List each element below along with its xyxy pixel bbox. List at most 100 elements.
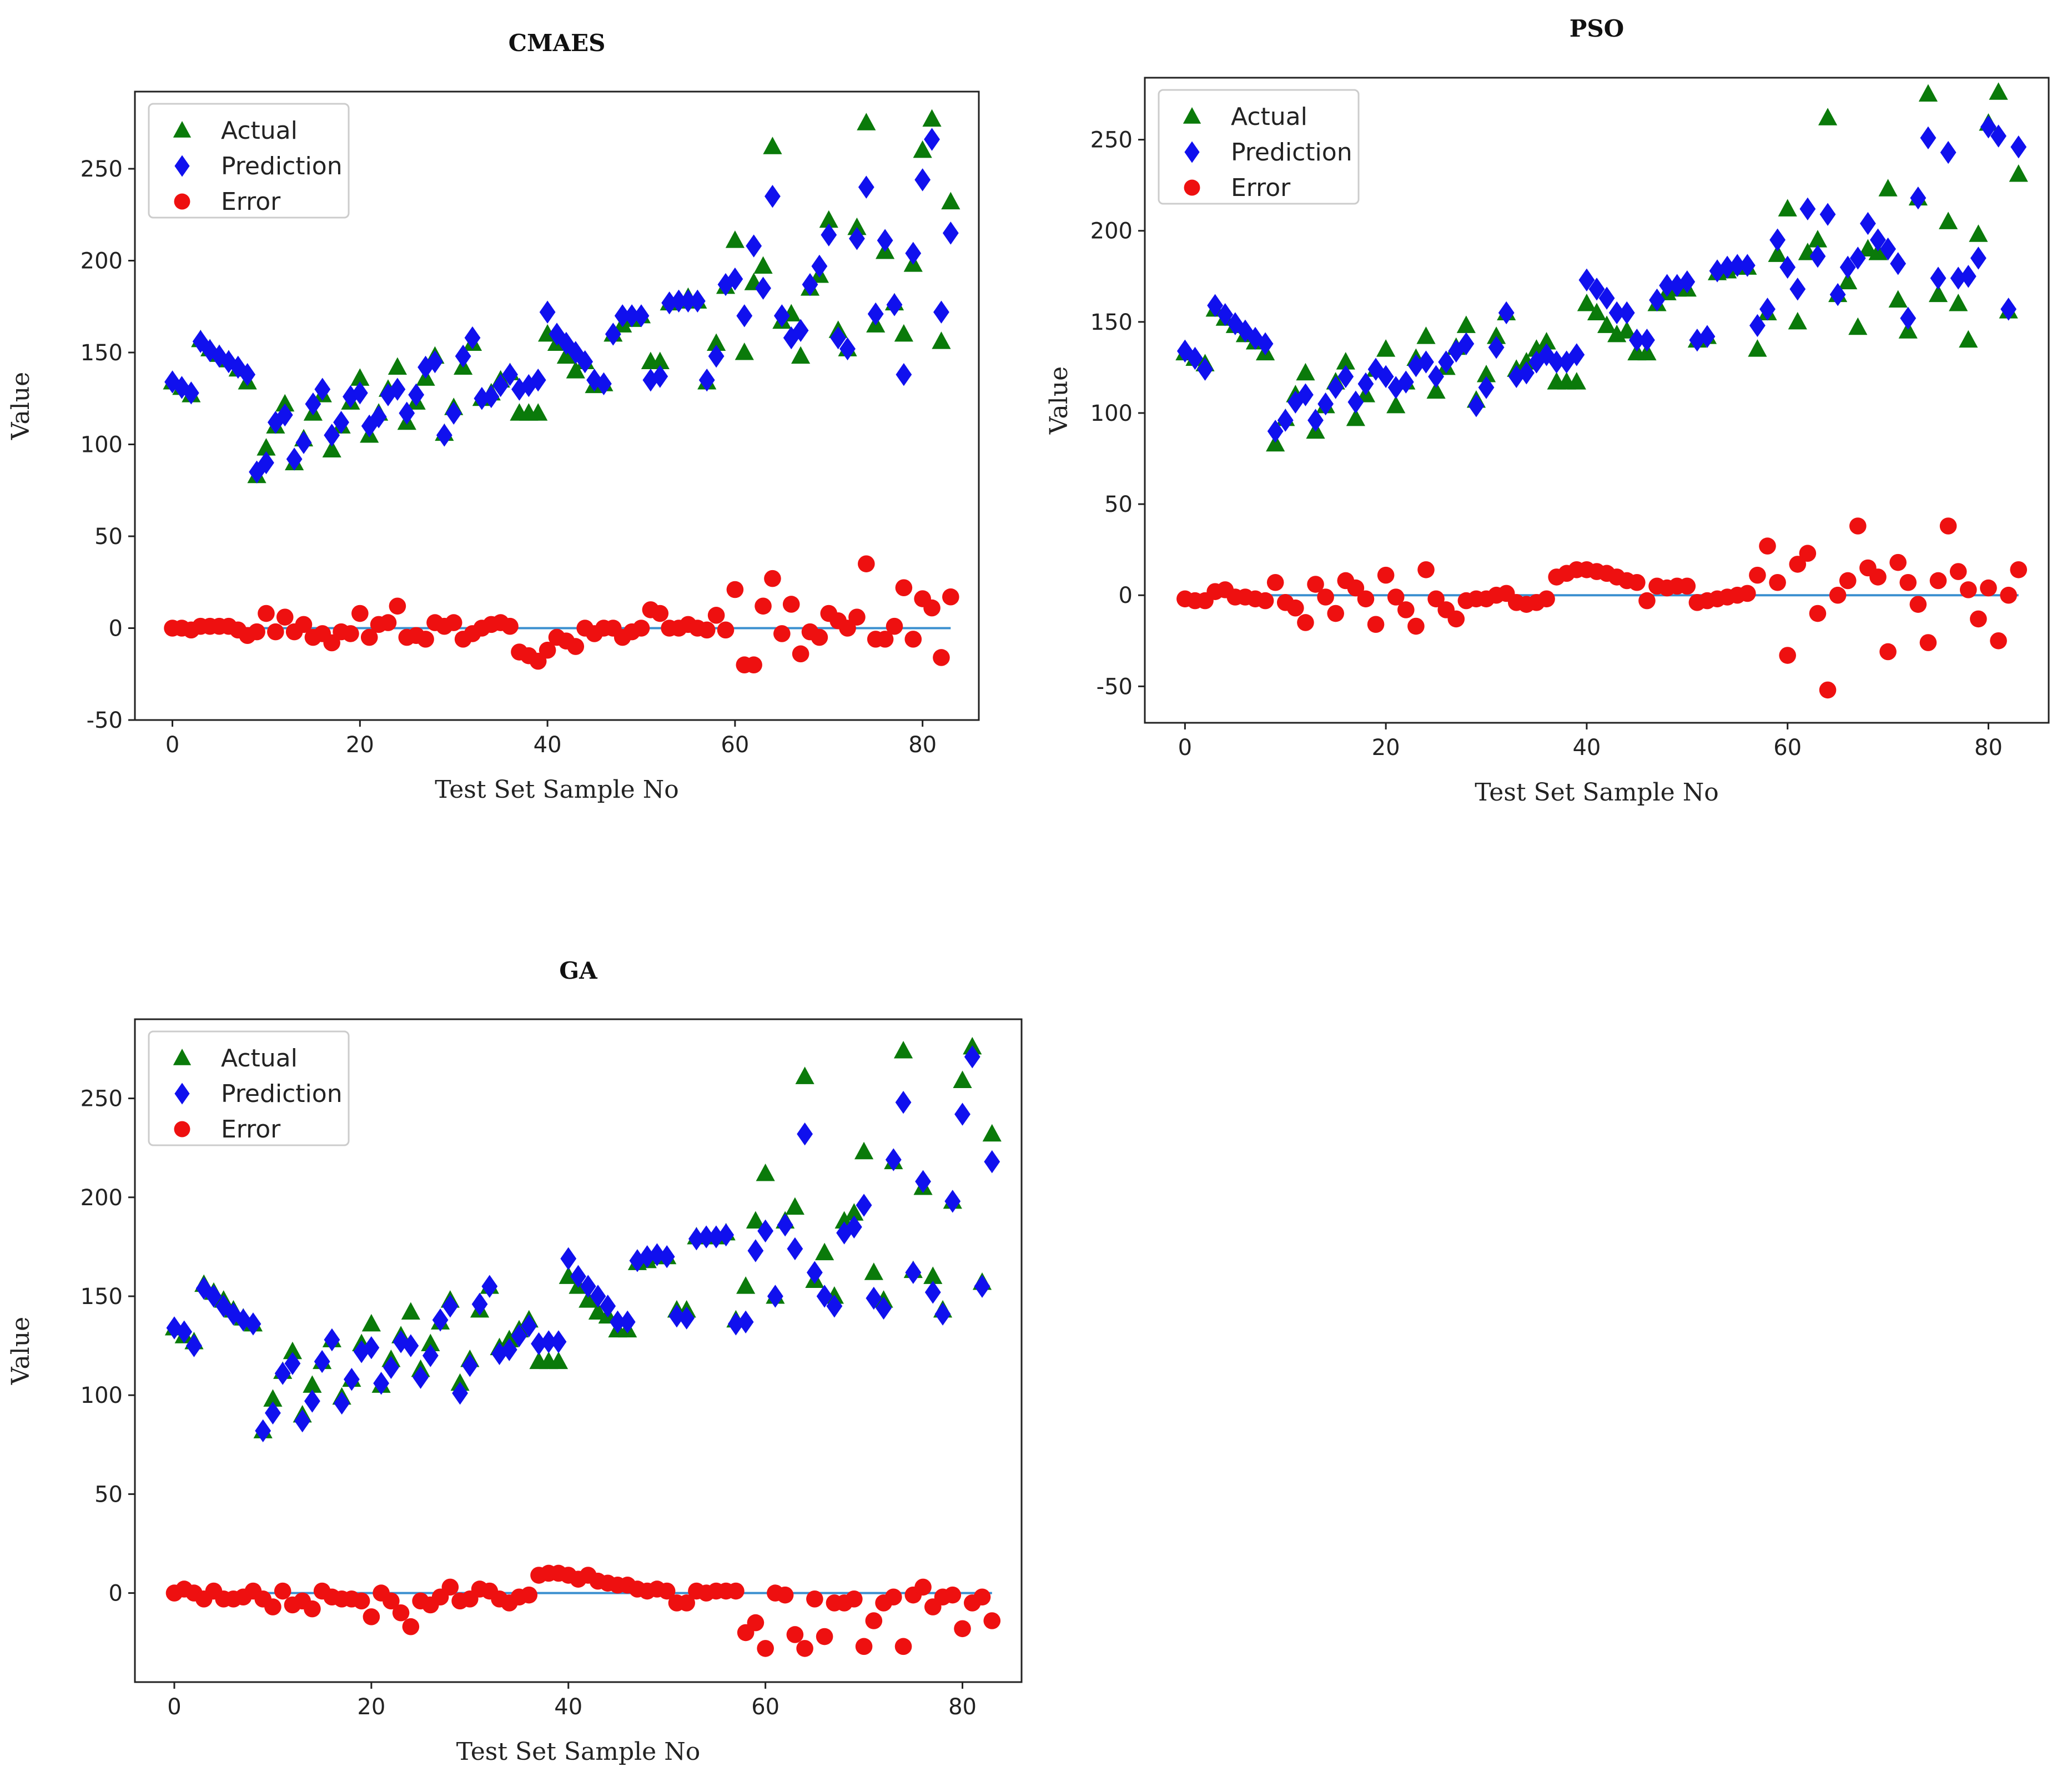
prediction-point xyxy=(1488,336,1505,359)
error-point xyxy=(717,621,735,639)
prediction-point xyxy=(1448,339,1465,363)
legend: Actual Prediction Error xyxy=(1158,89,1360,205)
actual-point xyxy=(263,1389,283,1407)
actual-point xyxy=(1617,321,1637,339)
prediction-point xyxy=(586,368,602,392)
error-point xyxy=(445,614,462,631)
prediction-point xyxy=(1357,372,1374,396)
prediction-point xyxy=(924,128,940,151)
prediction-point xyxy=(746,234,762,258)
prediction-point xyxy=(1187,346,1203,370)
actual-point xyxy=(1376,339,1396,357)
prediction-point xyxy=(942,222,959,245)
prediction-point xyxy=(610,1310,626,1334)
prediction-point xyxy=(708,1225,725,1249)
actual-point xyxy=(857,113,876,130)
prediction-point xyxy=(605,323,621,346)
actual-point xyxy=(1577,294,1597,311)
legend-error-marker xyxy=(174,1121,190,1137)
error-point xyxy=(858,555,875,572)
error-point xyxy=(1990,632,2007,650)
error-point xyxy=(942,588,959,606)
y-axis-label: Value xyxy=(7,1317,35,1385)
prediction-point xyxy=(1176,339,1193,363)
error-point xyxy=(1307,576,1324,593)
actual-point xyxy=(844,1203,864,1221)
series-prediction xyxy=(164,128,959,484)
error-point xyxy=(944,1586,962,1604)
chart-title: PSO xyxy=(1570,15,1625,42)
actual-point xyxy=(941,192,960,210)
error-point xyxy=(1829,586,1847,604)
actual-point xyxy=(650,351,670,370)
error-point xyxy=(1899,573,1917,591)
error-point xyxy=(885,1588,902,1606)
actual-point xyxy=(1939,212,1958,229)
actual-point xyxy=(579,1290,598,1308)
actual-point xyxy=(922,109,942,127)
error-point xyxy=(1949,563,1967,580)
prediction-point xyxy=(1528,350,1545,374)
prediction-point xyxy=(671,289,687,313)
error-point xyxy=(707,607,725,624)
legend-box xyxy=(148,103,350,219)
error-point xyxy=(342,625,359,642)
prediction-point xyxy=(688,1227,705,1251)
actual-point xyxy=(1788,311,1807,330)
error-point xyxy=(806,1590,823,1608)
prediction-point xyxy=(934,1302,951,1326)
plot-frame xyxy=(1144,77,2050,724)
prediction-point xyxy=(461,1354,478,1377)
prediction-point xyxy=(483,385,500,409)
error-point xyxy=(1909,596,1927,613)
actual-point xyxy=(785,1197,804,1215)
prediction-point xyxy=(1900,306,1917,330)
prediction-point xyxy=(383,1356,399,1379)
prediction-point xyxy=(658,1245,675,1269)
prediction-point xyxy=(708,344,725,368)
actual-point xyxy=(1959,330,1978,348)
prediction-point xyxy=(174,376,190,399)
prediction-point xyxy=(373,1372,390,1395)
error-point xyxy=(1959,581,1977,598)
prediction-point xyxy=(623,304,640,328)
prediction-point xyxy=(1990,124,2006,148)
actual-point xyxy=(923,1266,943,1284)
actual-point xyxy=(815,1242,834,1261)
prediction-point xyxy=(314,1350,330,1373)
prediction-point xyxy=(314,377,331,401)
prediction-point xyxy=(1849,246,1866,270)
prediction-point xyxy=(560,1247,577,1270)
prediction-point xyxy=(305,392,321,416)
y-tick-label: 250 xyxy=(1090,128,1133,153)
prediction-point xyxy=(351,381,368,405)
prediction-point xyxy=(1257,332,1274,355)
y-tick-label: 200 xyxy=(81,1185,123,1211)
x-tick-label: 60 xyxy=(1773,735,1802,761)
actual-point xyxy=(753,256,773,274)
prediction-point xyxy=(1438,350,1455,374)
x-tick-label: 80 xyxy=(948,1694,977,1720)
actual-point xyxy=(350,368,370,386)
actual-point xyxy=(1989,82,2008,100)
prediction-point xyxy=(1829,283,1846,306)
y-tick-label: 250 xyxy=(81,1086,123,1112)
error-point xyxy=(1638,592,1656,610)
prediction-point xyxy=(727,267,743,291)
actual-point xyxy=(1868,243,1888,260)
error-point xyxy=(954,1620,971,1638)
actual-point xyxy=(1878,179,1898,197)
error-point xyxy=(539,641,556,659)
actual-point xyxy=(1748,339,1767,357)
actual-point xyxy=(556,346,576,364)
legend: Actual Prediction Error xyxy=(148,1030,350,1146)
error-point xyxy=(1407,617,1425,635)
actual-point xyxy=(401,1302,420,1320)
prediction-point xyxy=(464,326,481,350)
x-tick-label: 60 xyxy=(721,732,749,758)
prediction-point xyxy=(370,405,387,429)
prediction-point xyxy=(1880,237,1896,261)
error-point xyxy=(1970,610,1987,628)
prediction-point xyxy=(1428,365,1444,389)
prediction-point xyxy=(1779,255,1796,279)
